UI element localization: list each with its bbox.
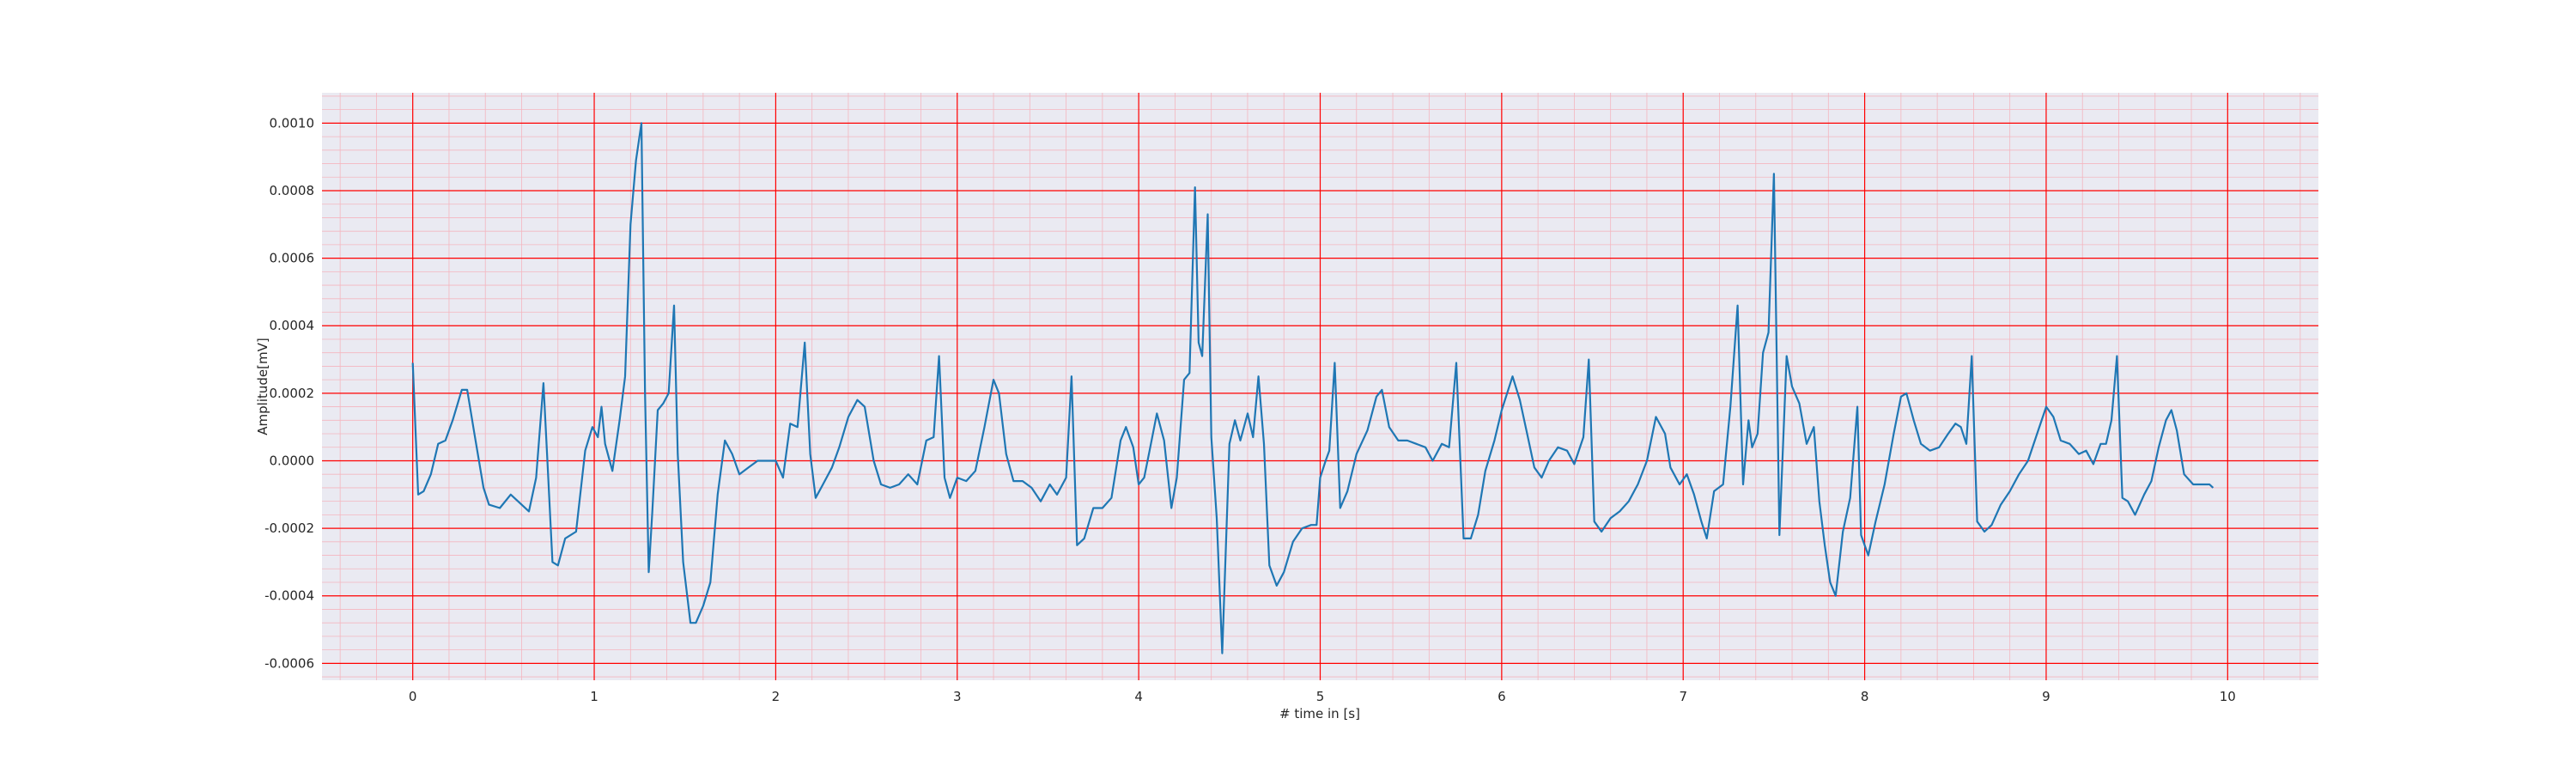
y-tick-label: -0.0004 — [264, 588, 314, 604]
y-tick-label: 0.0006 — [270, 251, 315, 266]
y-axis-ticks: -0.0006 -0.0004 -0.0002 0.0000 0.0002 0.0004 0… — [264, 115, 314, 671]
x-tick-label: 3 — [953, 689, 962, 704]
x-tick-label: 7 — [1679, 689, 1687, 704]
x-tick-label: 1 — [590, 689, 598, 704]
y-tick-label: 0.0008 — [270, 183, 315, 198]
y-tick-label: 0.0002 — [270, 386, 315, 401]
y-axis-label: Amplitude[mV] — [255, 338, 270, 435]
y-tick-label: 0.0004 — [270, 318, 315, 333]
y-tick-label: -0.0006 — [264, 655, 314, 671]
y-tick-label: 0.0010 — [270, 115, 315, 131]
x-tick-label: 0 — [409, 689, 417, 704]
x-tick-label: 6 — [1498, 689, 1506, 704]
x-tick-label: 2 — [772, 689, 781, 704]
x-tick-label: 5 — [1316, 689, 1325, 704]
x-tick-label: 4 — [1134, 689, 1143, 704]
x-axis-label: # time in [s] — [1279, 706, 1360, 721]
x-tick-label: 9 — [2042, 689, 2050, 704]
x-tick-label: 10 — [2220, 689, 2236, 704]
y-tick-label: 0.0000 — [270, 453, 315, 468]
y-tick-label: -0.0002 — [264, 520, 314, 536]
x-axis-ticks: 0 1 2 3 4 5 6 7 8 9 10 — [409, 689, 2236, 704]
x-tick-label: 8 — [1861, 689, 1869, 704]
